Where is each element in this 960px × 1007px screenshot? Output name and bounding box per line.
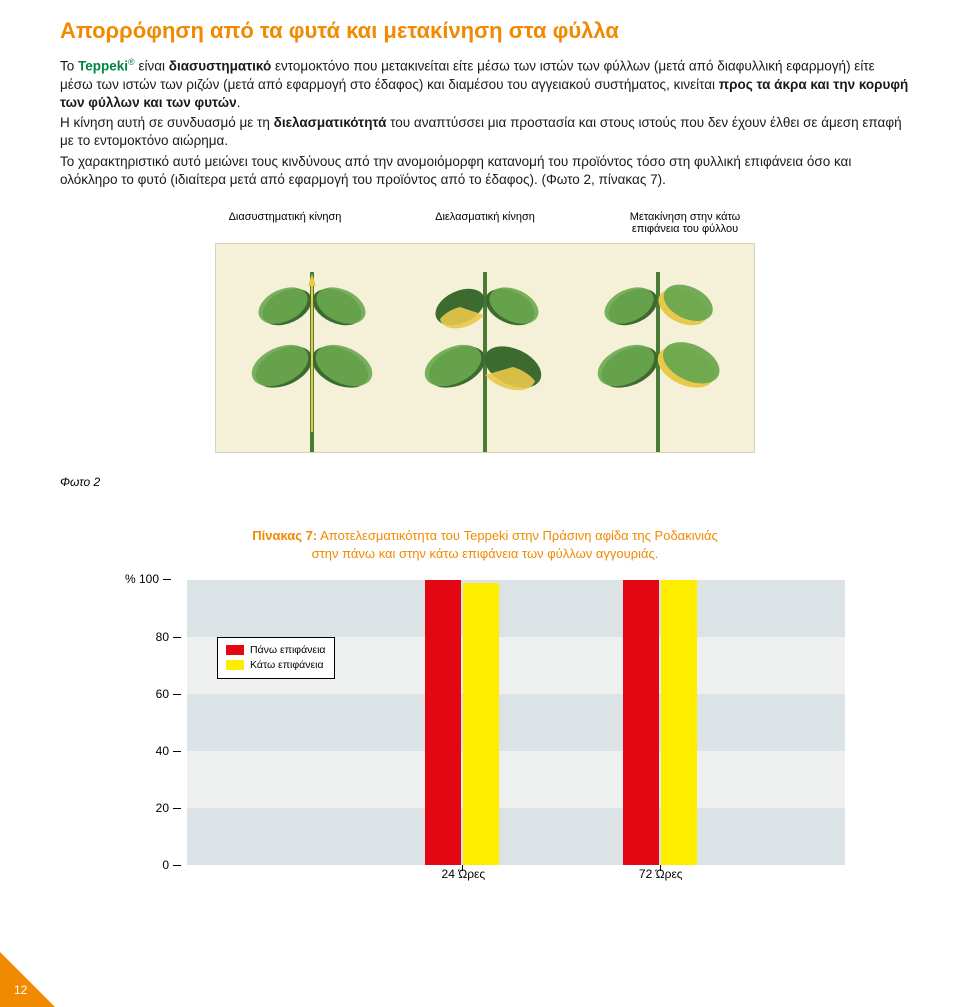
bar-72h-top [623,580,659,865]
chart-area: 80 60 40 20 0 24 Ώρες 72 Ώρες Πάνω επιφά… [187,580,845,865]
intro-t2: . [237,95,241,110]
diagram-labels: Διασυστηματική κίνηση Διελασματική κίνησ… [60,211,910,235]
table7-line2: στην πάνω και στην κάτω επιφάνεια των φύ… [312,546,659,561]
legend-label-1: Κάτω επιφάνεια [250,658,324,673]
legend-swatch-yellow [226,660,244,670]
bar-24h-bottom [463,583,499,865]
bar-24h-top [425,580,461,865]
plant-systemic [242,252,382,452]
legend-swatch-red [226,645,244,655]
intro-pre: Το [60,59,78,74]
bar-72h-bottom [661,580,697,865]
diagram-label-2: Μετακίνηση στην κάτω επιφάνεια του φύλλο… [615,211,755,235]
intro-t3: Η κίνηση αυτή σε συνδυασμό με τη [60,115,274,130]
photo-caption: Φωτο 2 [60,475,910,489]
legend-label-0: Πάνω επιφάνεια [250,643,326,658]
intro-t5: Το χαρακτηριστικό αυτό μειώνει τους κινδ… [60,153,910,189]
page-corner-accent [0,952,55,1007]
page-title: Απορρόφηση από τα φυτά και μετακίνηση στ… [60,18,910,44]
diagram-label-0: Διασυστηματική κίνηση [215,211,355,235]
table7-line1: Αποτελεσματικότητα του Teppeki στην Πράσ… [317,528,718,543]
y-tick-40: 40 [127,744,187,758]
diagram-box [215,243,755,453]
intro-post1: είναι [135,59,169,74]
x-label-72h: 72 Ώρες [639,865,683,881]
y-tick-80: 80 [127,630,187,644]
brand-name: Teppeki [78,59,128,74]
y-tick-20: 20 [127,801,187,815]
page-number: 12 [14,983,27,997]
x-label-24h: 24 Ώρες [442,865,486,881]
y-axis-top: % 100 [125,572,171,586]
table7-title: Πίνακας 7: Αποτελεσματικότητα του Teppek… [60,527,910,562]
bar-chart: % 100 80 60 40 20 0 24 Ώρες 72 Ώρες Πά [125,580,845,865]
intro-b1: διασυστηματικό [169,59,272,74]
chart-legend: Πάνω επιφάνεια Κάτω επιφάνεια [217,637,335,678]
intro-text: Το Teppeki® είναι διασυστηματικό εντομοκ… [60,56,910,189]
intro-b3: διελασματικότητά [274,115,387,130]
table7-lead: Πίνακας 7: [252,528,317,543]
diagram-label-1: Διελασματική κίνηση [415,211,555,235]
brand-reg: ® [128,57,135,67]
y-tick-0: 0 [127,858,187,872]
y-tick-60: 60 [127,687,187,701]
plant-translaminar [415,252,555,452]
plant-underside [588,252,728,452]
